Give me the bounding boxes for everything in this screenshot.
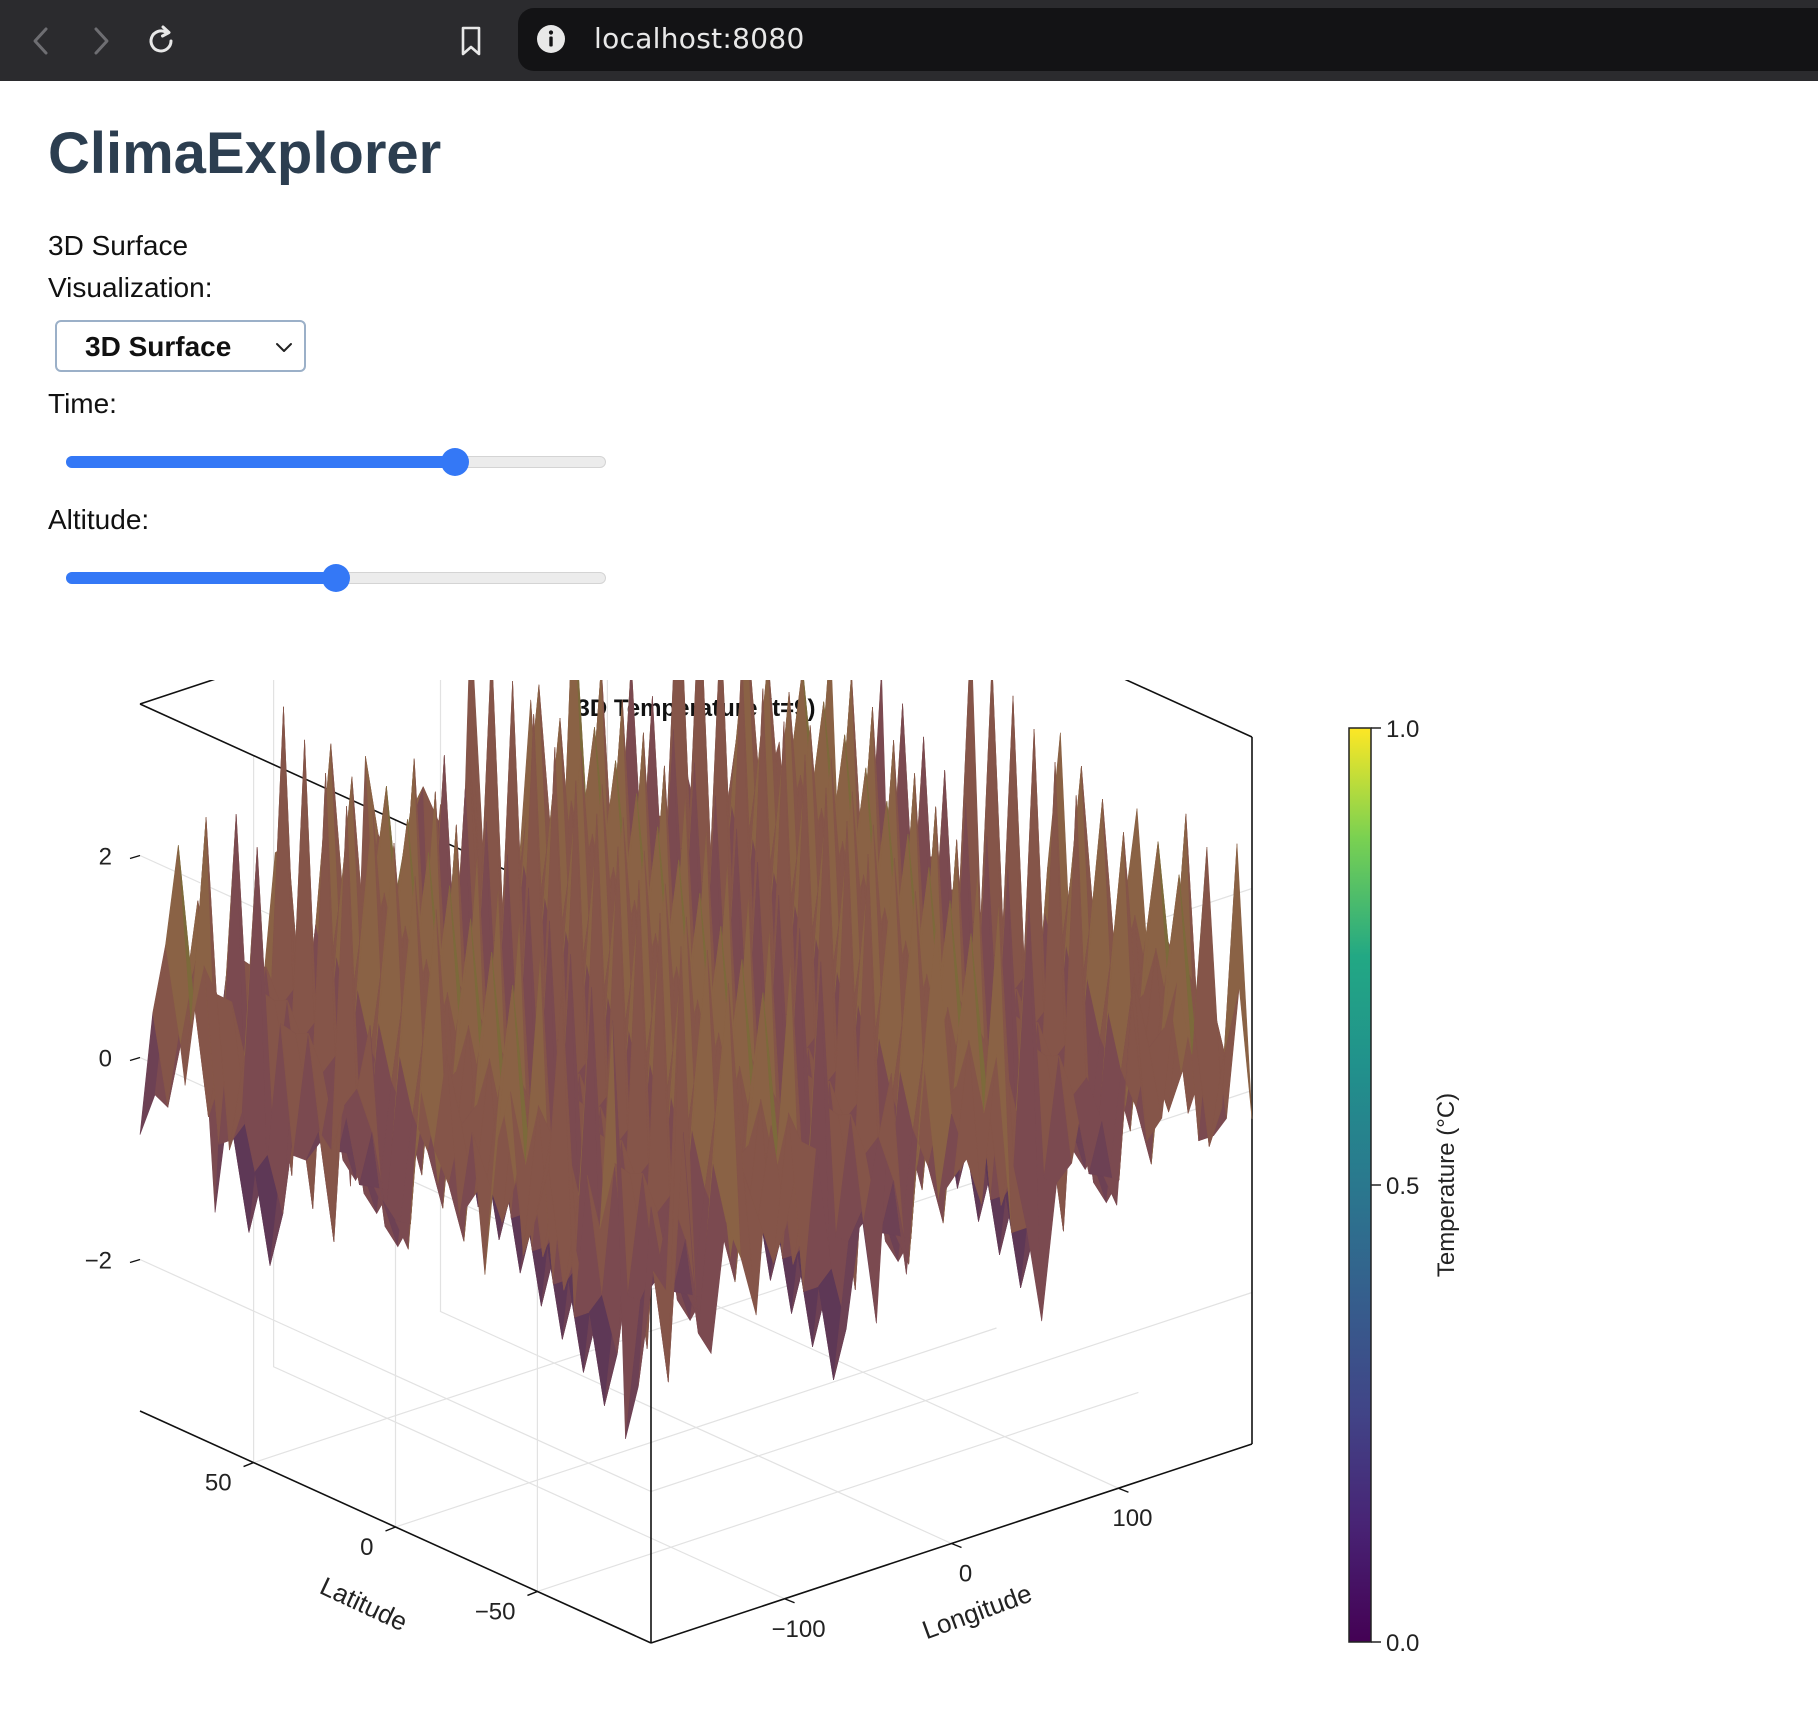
z-tick-mark [129, 1056, 141, 1062]
url-text: localhost:8080 [594, 22, 805, 55]
x-tick-mark [385, 1526, 396, 1532]
colorbar-tick-label: 1.0 [1386, 716, 1419, 743]
back-icon [33, 27, 48, 55]
z-tick-label: 0 [99, 1046, 112, 1073]
altitude-slider-thumb[interactable] [322, 564, 350, 592]
x-tick-label: 0 [360, 1534, 373, 1561]
x-axis-label: Latitude [316, 1571, 413, 1637]
y-tick-mark [784, 1598, 795, 1604]
x-tick-mark [243, 1461, 254, 1468]
y-tick-mark [1118, 1487, 1129, 1493]
surface-patch [1223, 843, 1253, 1119]
time-slider[interactable] [66, 447, 606, 477]
visualization-select[interactable]: 3D Surface [55, 320, 306, 372]
temperature-3d-chart: 3D Temperature (t=9) 20−2500−50−1000100 … [85, 680, 1460, 1657]
reload-icon [149, 25, 173, 53]
time-slider-thumb[interactable] [440, 448, 469, 476]
z-tick-label: 2 [99, 844, 112, 871]
forward-button[interactable] [78, 18, 124, 64]
colorbar [1348, 727, 1372, 1643]
subtitle: 3D Surface [48, 230, 189, 261]
axis-ticks: 2 0 −2 50 0 −50 −100 0 100 [85, 844, 1153, 1643]
altitude-slider[interactable] [66, 563, 606, 593]
page-title: ClimaExplorer [48, 121, 442, 186]
visualization-select-value: 3D Surface [85, 331, 232, 362]
z-tick-mark [129, 854, 141, 860]
y-tick-label: 0 [959, 1561, 972, 1588]
y-axis-label: Longitude [918, 1578, 1036, 1645]
bookmark-button[interactable] [448, 18, 494, 64]
colorbar-tick-label: 0.5 [1386, 1173, 1419, 1200]
time-label: Time: [48, 388, 117, 419]
axes-box-edge [1124, 680, 1253, 738]
z-tick-mark [129, 1258, 141, 1264]
colorbar-label: Temperature (°C) [1433, 1093, 1460, 1277]
bookmark-icon [461, 26, 481, 56]
surface-mesh [139, 680, 1253, 1439]
colorbar-tick-label: 0.0 [1386, 1630, 1419, 1657]
address-bar[interactable]: localhost:8080 [518, 8, 1818, 71]
altitude-slider-fill [66, 572, 336, 584]
x-tick-label: −50 [475, 1598, 516, 1625]
y-tick-label: −100 [772, 1616, 826, 1643]
info-icon[interactable] [536, 24, 566, 54]
x-tick-label: 50 [205, 1470, 232, 1497]
y-tick-label: 100 [1112, 1505, 1152, 1532]
forward-icon [94, 27, 109, 55]
chevron-down-icon [276, 343, 292, 352]
browser-toolbar: localhost:8080 [0, 0, 1818, 81]
time-slider-fill [66, 456, 455, 468]
visualization-label: Visualization: [48, 272, 213, 303]
altitude-label: Altitude: [48, 504, 150, 535]
x-tick-mark [527, 1590, 538, 1597]
z-tick-label: −2 [85, 1248, 112, 1275]
reload-button[interactable] [138, 18, 184, 64]
back-button[interactable] [18, 18, 64, 64]
y-tick-mark [951, 1542, 962, 1549]
colorbar-ticks: 1.0 0.5 0.0 [1371, 716, 1419, 1657]
